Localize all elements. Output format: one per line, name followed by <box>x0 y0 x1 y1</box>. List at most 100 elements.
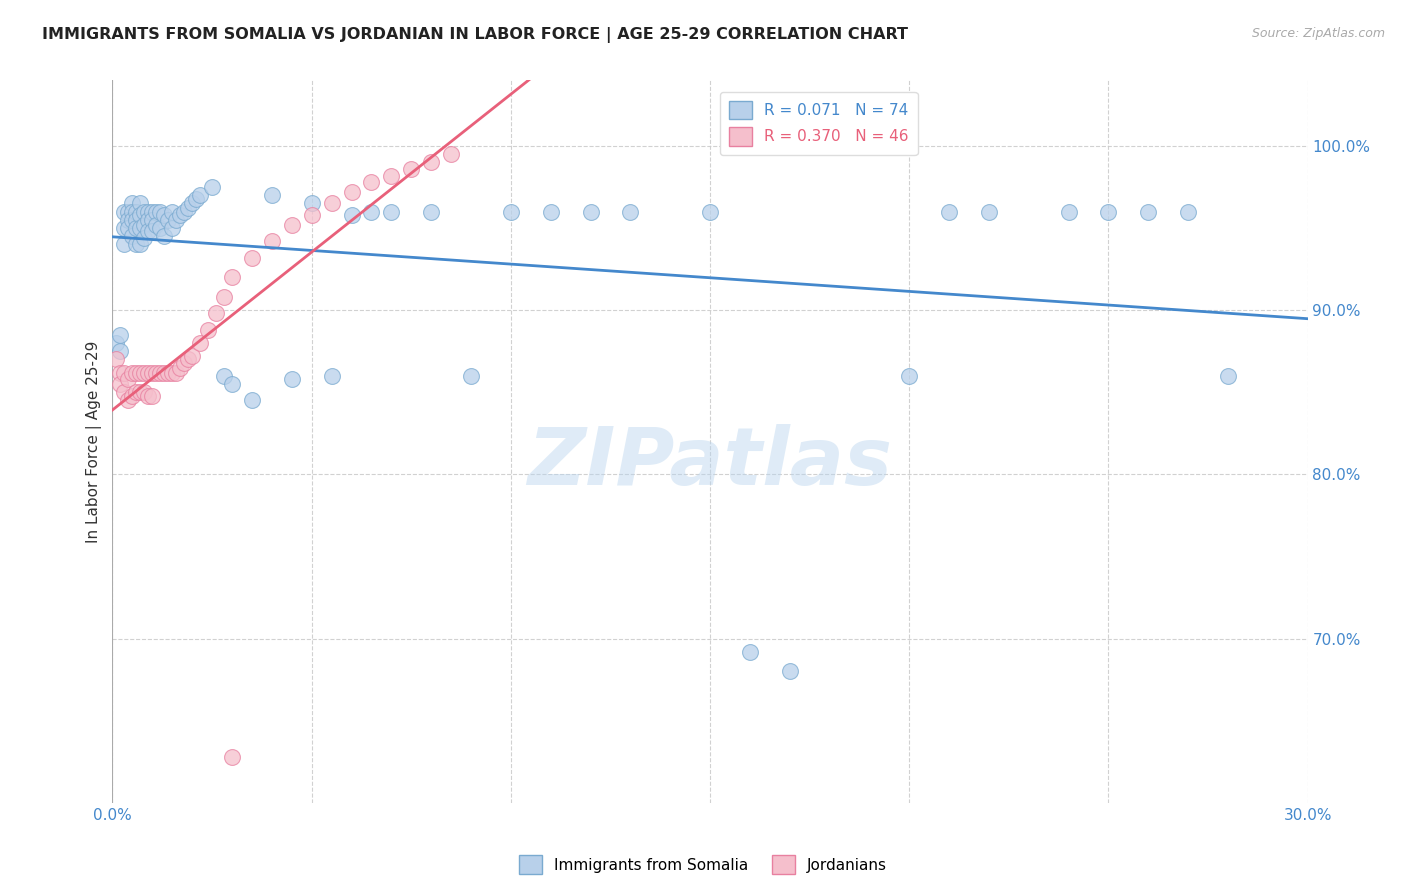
Point <box>125 385 148 400</box>
Point <box>114 385 135 400</box>
Point <box>420 155 443 169</box>
Point <box>138 224 160 238</box>
Point <box>340 185 363 199</box>
Point <box>360 204 382 219</box>
Text: IMMIGRANTS FROM SOMALIA VS JORDANIAN IN LABOR FORCE | AGE 25-29 CORRELATION CHAR: IMMIGRANTS FROM SOMALIA VS JORDANIAN IN … <box>42 27 908 43</box>
Point <box>129 366 152 380</box>
Point <box>1057 204 1080 219</box>
Point <box>153 208 176 222</box>
Point <box>260 188 283 202</box>
Point <box>173 204 195 219</box>
Point <box>938 204 960 219</box>
Point <box>117 221 139 235</box>
Point <box>149 366 172 380</box>
Point <box>117 204 139 219</box>
Point <box>499 204 522 219</box>
Point <box>129 237 152 252</box>
Point <box>129 208 152 222</box>
Point <box>401 161 423 176</box>
Point <box>129 196 152 211</box>
Point <box>134 231 156 245</box>
Point <box>738 645 761 659</box>
Point <box>181 196 204 211</box>
Point <box>380 204 402 219</box>
Point <box>281 218 304 232</box>
Point <box>141 212 163 227</box>
Point <box>138 204 160 219</box>
Point <box>121 366 143 380</box>
Legend: R = 0.071   N = 74, R = 0.370   N = 46: R = 0.071 N = 74, R = 0.370 N = 46 <box>720 92 918 155</box>
Point <box>321 368 343 383</box>
Point <box>779 665 801 679</box>
Text: ZIPatlas: ZIPatlas <box>527 425 893 502</box>
Point <box>619 204 641 219</box>
Point <box>145 218 167 232</box>
Point <box>105 352 128 367</box>
Point <box>138 212 160 227</box>
Point <box>221 377 243 392</box>
Point <box>134 385 156 400</box>
Point <box>145 366 167 380</box>
Point <box>540 204 562 219</box>
Point <box>125 221 148 235</box>
Point <box>420 204 443 219</box>
Point <box>165 366 187 380</box>
Point <box>117 212 139 227</box>
Point <box>149 221 172 235</box>
Point <box>240 251 263 265</box>
Point <box>177 202 200 216</box>
Point <box>221 749 243 764</box>
Point <box>121 212 143 227</box>
Point <box>110 366 132 380</box>
Point <box>125 237 148 252</box>
Point <box>162 204 183 219</box>
Point <box>141 388 163 402</box>
Point <box>165 212 187 227</box>
Point <box>149 204 172 219</box>
Point <box>440 147 463 161</box>
Point <box>114 204 135 219</box>
Point <box>125 212 148 227</box>
Point <box>186 192 208 206</box>
Point <box>121 388 143 402</box>
Point <box>105 336 128 351</box>
Y-axis label: In Labor Force | Age 25-29: In Labor Force | Age 25-29 <box>86 341 101 542</box>
Point <box>138 366 160 380</box>
Point <box>134 366 156 380</box>
Text: Source: ZipAtlas.com: Source: ZipAtlas.com <box>1251 27 1385 40</box>
Point <box>162 221 183 235</box>
Point <box>340 208 363 222</box>
Point <box>110 327 132 342</box>
Point <box>181 349 204 363</box>
Point <box>129 385 152 400</box>
Point <box>169 360 191 375</box>
Point <box>134 218 156 232</box>
Point <box>153 229 176 244</box>
Point <box>301 196 323 211</box>
Point <box>197 323 219 337</box>
Point <box>205 306 228 320</box>
Point <box>1097 204 1119 219</box>
Point <box>145 204 167 219</box>
Point <box>138 388 160 402</box>
Point <box>141 366 163 380</box>
Point <box>141 204 163 219</box>
Point <box>117 393 139 408</box>
Point <box>579 204 602 219</box>
Point <box>212 368 235 383</box>
Point <box>157 366 180 380</box>
Point <box>114 366 135 380</box>
Point <box>129 221 152 235</box>
Point <box>699 204 721 219</box>
Point <box>110 377 132 392</box>
Point <box>121 204 143 219</box>
Point <box>114 237 135 252</box>
Point <box>173 356 195 370</box>
Point <box>177 352 200 367</box>
Point <box>153 366 176 380</box>
Point <box>281 372 304 386</box>
Point <box>1137 204 1160 219</box>
Point <box>169 208 191 222</box>
Point <box>188 336 211 351</box>
Point <box>260 234 283 248</box>
